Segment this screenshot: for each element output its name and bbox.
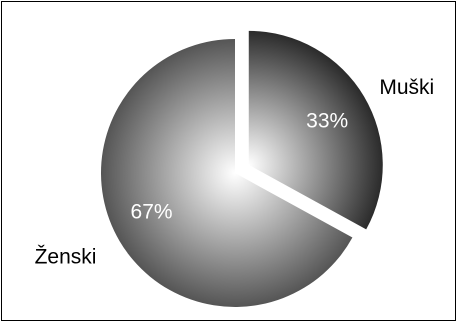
slice-category-label: Muški (379, 76, 434, 99)
slice-percent-label: 67% (131, 200, 173, 223)
slice-category-label: Ženski (35, 246, 97, 269)
pie-slice-muski (248, 30, 383, 230)
slice-percent-label: 33% (306, 109, 348, 132)
pie-slice-zenski (100, 39, 353, 308)
